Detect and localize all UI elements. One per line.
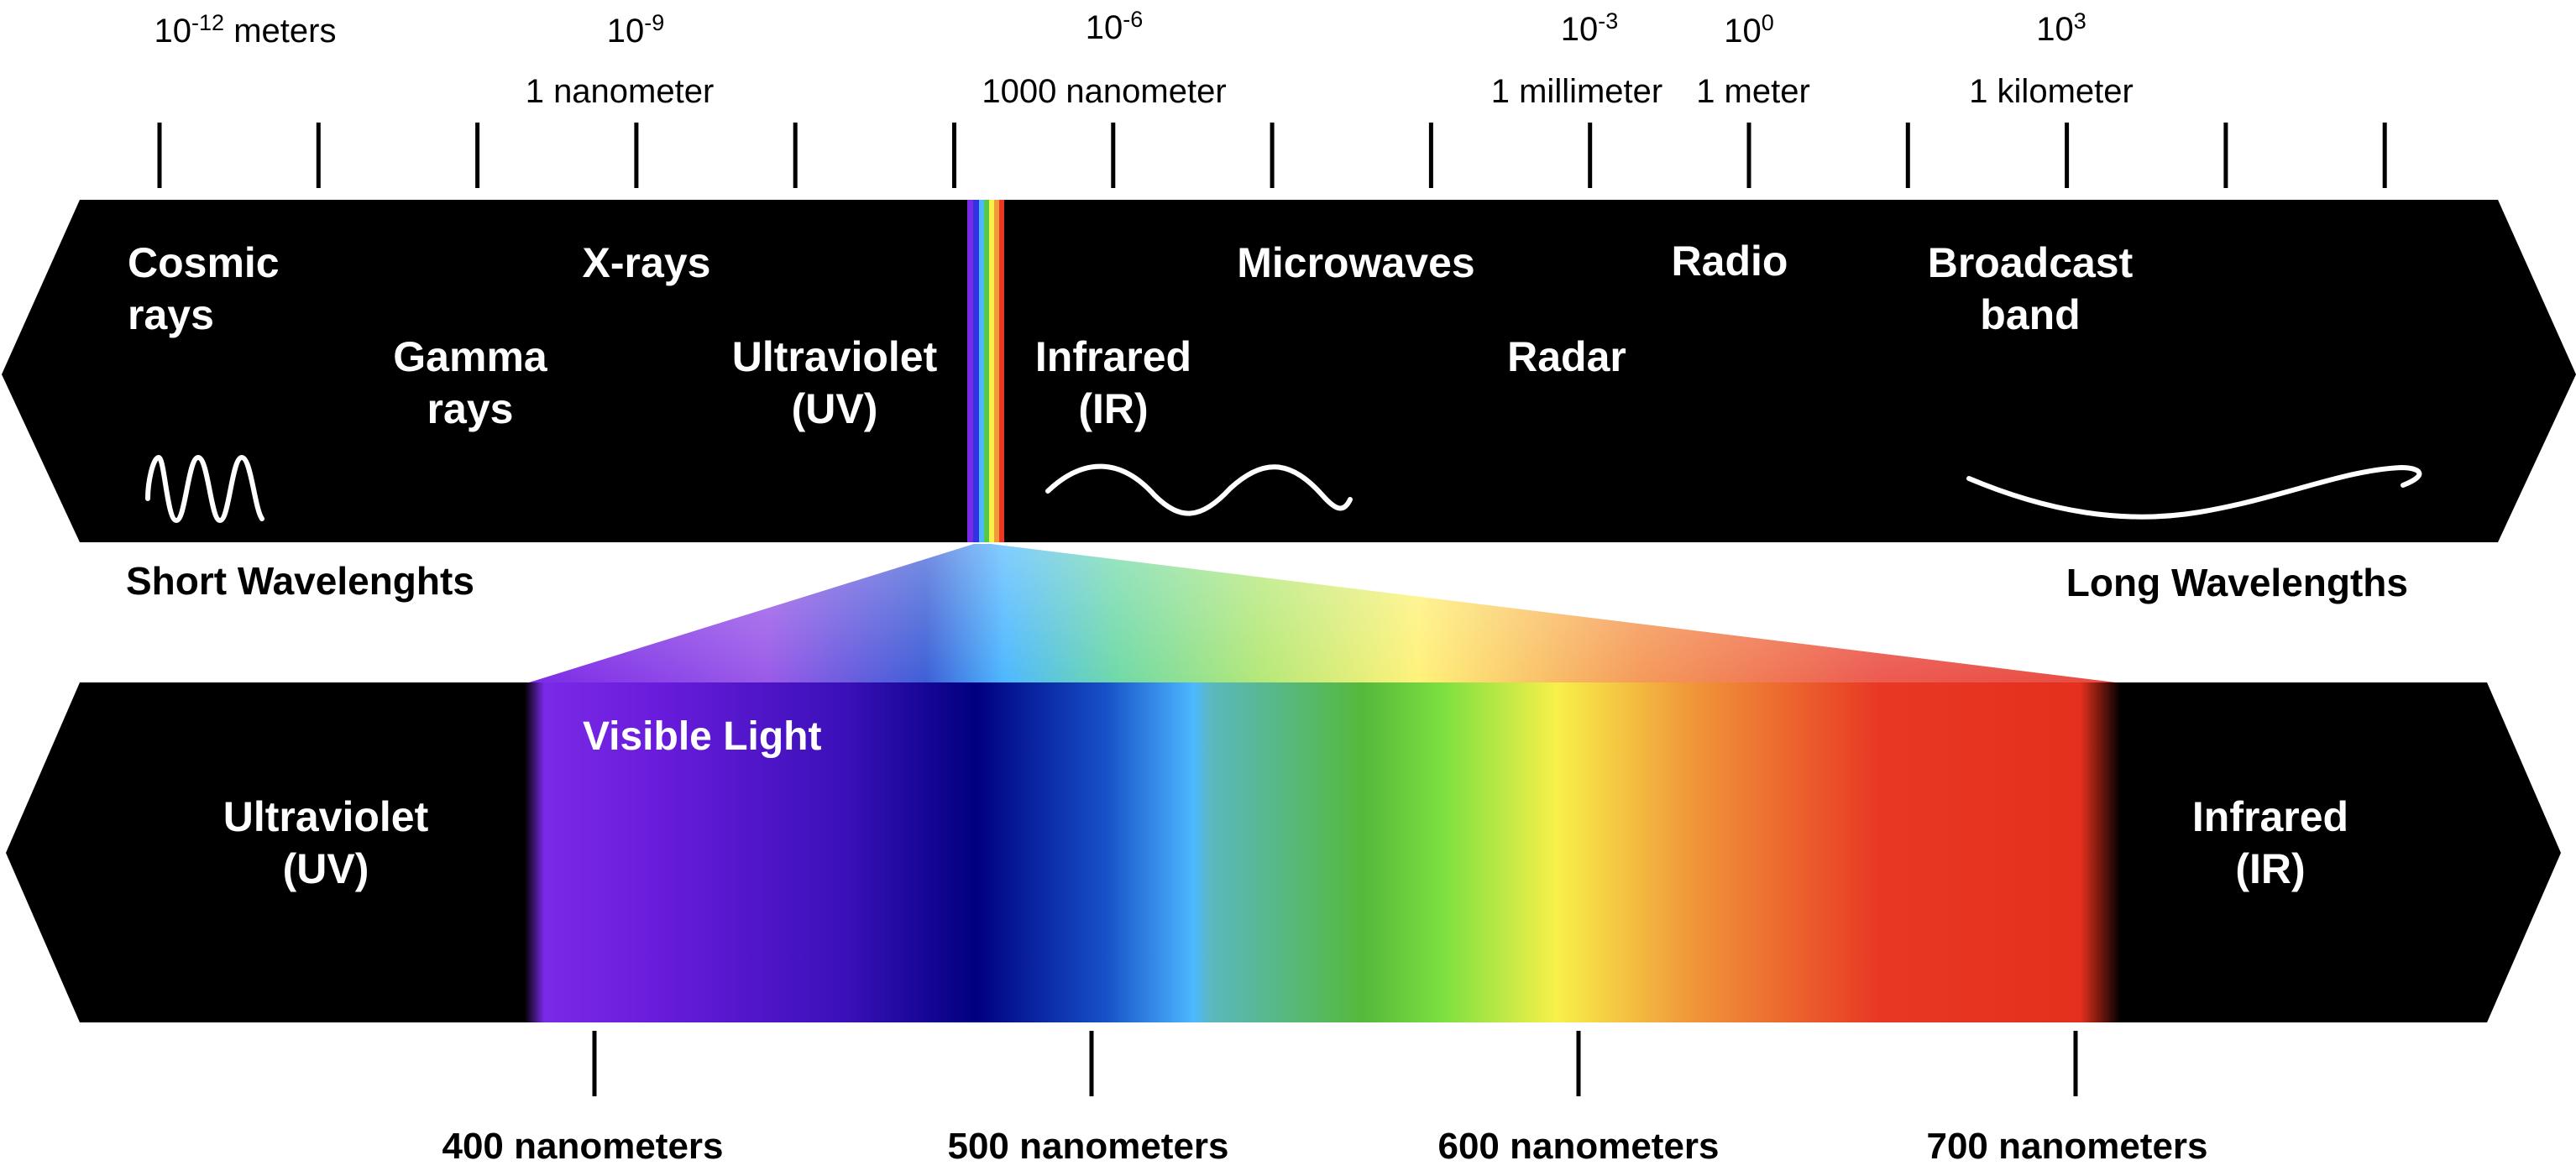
visible-light-fan-highlight <box>529 544 2116 682</box>
nanometer-labels: 400 nanometers 500 nanometers 600 nanomete… <box>442 1126 2207 1167</box>
band-label-xrays: X-rays <box>583 239 711 286</box>
scale-label-unit: 1 kilometer <box>1969 73 2134 110</box>
scale-label-exponent: 10-9 <box>607 10 665 50</box>
short-wave-icon <box>145 454 264 524</box>
scale-label-unit: 1 meter <box>1696 73 1810 110</box>
band-label-microwaves: Microwaves <box>1237 239 1474 286</box>
nanometer-label: 600 nanometers <box>1437 1126 1719 1167</box>
band-labels: Cosmic rays Gamma rays X-rays Ultraviolet (UV)… <box>128 238 2134 432</box>
nanometer-ticks <box>592 1031 2078 1096</box>
band-label-radar: Radar <box>1507 333 1626 380</box>
visible-light-title: Visible Light <box>583 714 822 759</box>
scale-label-exponent: 10-6 <box>1086 7 1144 46</box>
band-label-radio: Radio <box>1672 238 1788 285</box>
long-wave-icon <box>1966 464 2422 520</box>
nanometer-label: 700 nanometers <box>1926 1126 2207 1167</box>
short-wavelengths-label: Short Wavelenghts <box>126 559 474 603</box>
visible-light-gradient <box>525 682 2137 1022</box>
visible-rainbow-strip <box>967 200 1004 542</box>
nanometer-label: 400 nanometers <box>442 1126 723 1167</box>
visible-uv-label: Ultraviolet (UV) <box>223 793 429 892</box>
band-label-cosmic: Cosmic rays <box>128 239 280 338</box>
spectrum-bar <box>2 200 2576 542</box>
scale-label-exponent: 10-12 meters <box>154 10 337 50</box>
scale-label-exponent: 10-3 <box>1561 8 1619 48</box>
visible-side-labels: Ultraviolet (UV) Infrared (IR) <box>223 793 2348 892</box>
scale-label-unit: 1 millimeter <box>1491 73 1662 110</box>
scale-label-exponent: 103 <box>2036 8 2086 48</box>
long-wavelengths-label: Long Wavelengths <box>2066 561 2408 604</box>
band-label-broadcast: Broadcast band <box>1928 239 2134 338</box>
scale-label-exponent: 100 <box>1724 10 1774 50</box>
scale-label-unit: 1 nanometer <box>526 73 715 110</box>
visible-ir-label: Infrared (IR) <box>2192 793 2348 892</box>
scale-ticks <box>157 123 2387 188</box>
band-label-ir: Infrared (IR) <box>1035 333 1191 432</box>
band-label-gamma: Gamma rays <box>393 333 548 432</box>
nanometer-label: 500 nanometers <box>947 1126 1228 1167</box>
scale-labels: 10-12 meters 10-9 1 nanometer 10-6 1000 nano… <box>154 7 2134 110</box>
scale-label-unit: 1000 nanometer <box>982 73 1226 110</box>
medium-wave-icon <box>1045 463 1353 516</box>
band-label-uv: Ultraviolet (UV) <box>732 333 938 432</box>
